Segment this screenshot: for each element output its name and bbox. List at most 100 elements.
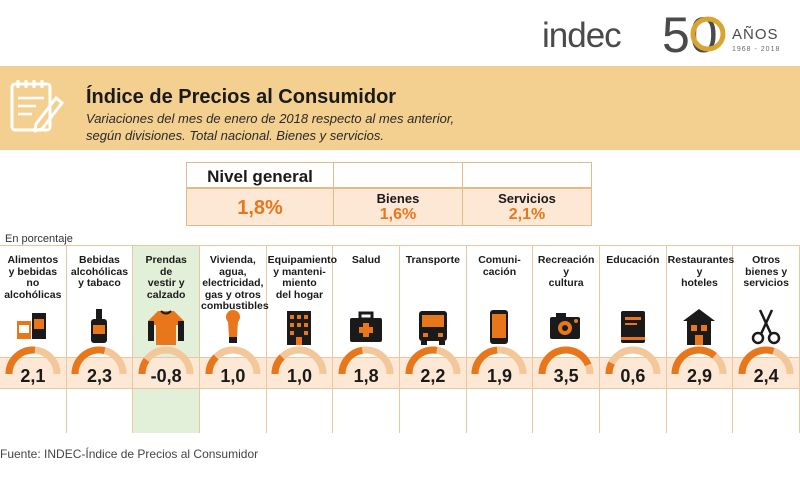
- column-bottom: [200, 389, 266, 433]
- division-column: Transporte 2,2: [400, 245, 467, 433]
- servicios-label: Servicios: [498, 191, 556, 206]
- house-icon: [683, 309, 716, 345]
- column-top-rule: [533, 245, 599, 246]
- column-bottom: [133, 389, 199, 433]
- division-name-line: Comuni-: [478, 254, 521, 266]
- division-name-line: Otros: [752, 254, 781, 266]
- division-column: Restaurantes y hoteles 2,9: [666, 245, 734, 433]
- value-gauge: [605, 346, 661, 375]
- column-top-rule: [466, 245, 533, 246]
- document-edit-icon: [10, 80, 64, 133]
- division-name-line: no: [26, 277, 40, 289]
- division-name: Salud: [334, 254, 398, 267]
- gauge-fill: [5, 346, 35, 375]
- division-column: Prendas de vestir y calzado -0,8: [133, 245, 200, 433]
- division-name-line: Salud: [351, 254, 381, 266]
- nivel-general-value: 1,8%: [237, 197, 283, 219]
- subtitle-line-2: según divisiones. Total nacional. Bienes…: [86, 128, 384, 143]
- column-bottom: [267, 389, 333, 433]
- value-gauge: [5, 346, 61, 375]
- bienes-label: Bienes: [376, 191, 420, 206]
- value-gauge: [338, 346, 394, 375]
- division-name-line: del hogar: [275, 288, 324, 301]
- division-name-line: cultura: [548, 277, 584, 289]
- division-column: Otros bienes y servicios 2,4: [733, 245, 800, 433]
- division-value: -0,8: [150, 366, 182, 386]
- column-top-rule: [733, 245, 799, 246]
- gauge-fill: [138, 357, 150, 375]
- food-box-icon: [16, 313, 46, 339]
- division-name-line: Educación: [606, 254, 660, 266]
- division-name-line: Transporte: [405, 254, 460, 266]
- value-gauge: [71, 346, 127, 375]
- division-value: 2,3: [86, 366, 112, 386]
- column-bottom: [733, 389, 799, 433]
- division-column: Educación 0,6: [600, 245, 667, 433]
- division-name-line: Alimentos: [7, 254, 59, 266]
- division-name: Educación: [601, 254, 665, 267]
- division-name-line: combustibles: [201, 300, 269, 312]
- column-top-rule: [666, 245, 733, 246]
- bus-icon: [418, 311, 447, 345]
- column-bottom: [400, 389, 466, 433]
- header-band: Índice de Precios al Consumidor Variacio…: [0, 66, 800, 150]
- nivel-general-header: Nivel general: [186, 162, 334, 188]
- division-value: 1,0: [220, 366, 246, 386]
- division-name-line: y bebidas: [8, 265, 58, 278]
- first-aid-kit-icon: [350, 311, 383, 342]
- value-gauge: [405, 346, 461, 375]
- divisions-table: Alimentos y bebidas no alcohólicas 2,1 Bebida…: [0, 245, 800, 433]
- division-column: Equipamiento y manteni-miento del hogar 1,0: [266, 245, 337, 433]
- column-top-rule: [133, 245, 199, 246]
- division-name: Alimentos y bebidas no alcohólicas: [1, 254, 65, 301]
- notebook-icon: [620, 311, 645, 343]
- division-name-line: Bebidas: [79, 254, 120, 266]
- logo-wordmark: indec: [542, 16, 622, 55]
- value-gauge: [738, 346, 794, 375]
- division-name-line: cación: [482, 265, 517, 278]
- value-gauge: [671, 346, 727, 375]
- column-bottom: [533, 389, 599, 433]
- bienes-value: 1,6%: [379, 206, 417, 223]
- division-value: 2,4: [753, 366, 779, 386]
- column-bottom: [667, 389, 733, 433]
- division-name-line: vestir y: [147, 277, 185, 289]
- gauge-fill: [405, 346, 438, 375]
- column-top-rule: [400, 245, 466, 246]
- lightbulb-icon: [225, 310, 240, 343]
- logo-number: 50: [662, 7, 718, 60]
- page-subtitle: Variaciones del mes de enero de 2018 res…: [86, 110, 606, 144]
- division-name: Prendas de vestir y calzado: [134, 254, 198, 301]
- nivel-general-cell: 1,8%: [186, 188, 334, 226]
- division-value: 1,8: [353, 366, 379, 386]
- gauge-fill: [205, 354, 219, 375]
- unit-note: En porcentaje: [5, 233, 73, 245]
- division-name-line: agua,: [219, 265, 247, 278]
- division-name: Comuni-cación: [468, 254, 532, 278]
- gauge-fill: [338, 346, 364, 375]
- gauge-fill: [71, 346, 106, 375]
- division-name-line: miento: [282, 277, 317, 289]
- division-name: Vivienda, agua, electricidad, gas y otros co…: [201, 254, 269, 313]
- summary-table: Nivel general 1,8% Bienes 1,6% Servicios…: [186, 162, 592, 226]
- division-value: 1,9: [486, 366, 512, 386]
- column-top-rule: [0, 245, 66, 246]
- division-name-line: Prendas: [145, 254, 187, 266]
- division-name-line: calzado: [146, 288, 186, 301]
- division-name-line: alcohólicas: [4, 288, 62, 301]
- gauge-fill: [738, 346, 775, 375]
- value-gauge: [538, 346, 594, 375]
- division-name-line: alcohólicas: [70, 265, 129, 278]
- gauge-fill: [671, 346, 718, 375]
- division-value: 3,5: [553, 366, 579, 386]
- logo-anos: AÑOS: [732, 26, 779, 43]
- division-column: Alimentos y bebidas no alcohólicas 2,1: [0, 245, 67, 433]
- nivel-general-label: Nivel general: [207, 167, 313, 186]
- value-gauge: [205, 346, 261, 375]
- column-bottom: [0, 389, 66, 433]
- column-bottom: [600, 389, 666, 433]
- division-column: Salud 1,8: [333, 245, 400, 433]
- column-top-rule: [600, 245, 666, 246]
- division-name: Otros bienes y servicios: [734, 254, 798, 290]
- column-top-rule: [200, 245, 266, 246]
